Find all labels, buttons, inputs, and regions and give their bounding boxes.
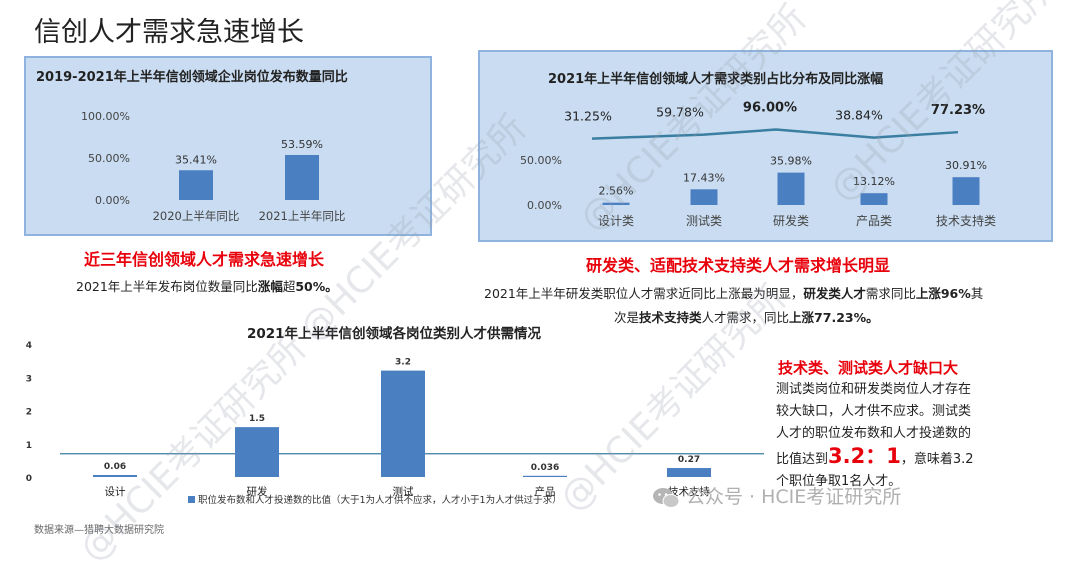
line-data-label: 38.84% [835,108,883,123]
data-label: 0.036 [531,463,559,473]
data-label: 0.06 [104,462,126,472]
y-tick-label: 0.00% [527,199,562,212]
bar-data-label: 13.12% [853,175,895,188]
bar [860,193,888,205]
x-tick-label: 产品 [535,485,556,498]
bar [235,427,279,477]
supply-demand-bar-chart: 2021年上半年信创领域各岗位类别人才供需情况 0 1 2 3 4 0.06 设计 1.5 研发 3… [26,325,764,506]
ratio-highlight: 3.2：1 [828,444,901,468]
bar [602,202,630,205]
yoy-chart-panel: 2019-2021年上半年信创领域企业岗位发布数量同比 0.00% 50.00% 1… [24,56,432,236]
wechat-label: 公众号 · HCIE考证研究所 [652,482,901,509]
data-label: 1.5 [249,414,265,424]
x-tick-label: 研发 [247,485,268,498]
data-label: 0.27 [678,455,700,465]
x-tick-label: 设计类 [598,214,634,228]
right-headline: 研发类、适配技术支持类人才需求增长明显 [586,256,891,275]
bar-data-label: 17.43% [683,171,725,184]
data-label: 3.2 [395,358,411,368]
y-tick-label: 4 [26,341,32,351]
x-tick-label: 技术支持 [668,485,710,498]
x-tick-label: 测试 [393,485,414,498]
line-data-label: 96.00% [743,101,797,116]
y-tick-label: 100.00% [81,110,130,123]
line-data-label: 31.25% [564,109,612,124]
x-tick-label: 2020上半年同比 [153,209,240,223]
data-label: 35.41% [175,153,217,166]
line-data-label: 59.78% [656,105,704,120]
yoy-bar-chart: 0.00% 50.00% 100.00% 35.41% 2020上半年同比 53.59% 2… [81,110,346,223]
bar [285,154,319,200]
x-tick-label: 产品类 [856,214,892,228]
side-title: 技术类、测试类人才缺口大 [778,359,959,377]
bar-data-label: 30.91% [945,159,987,172]
x-tick-label: 研发类 [773,213,809,228]
y-tick-label: 1 [26,441,32,451]
bar [93,475,137,477]
bar [690,189,718,205]
bar [523,475,567,477]
y-tick-label: 0 [26,474,32,484]
bar-data-label: 2.56% [599,185,634,198]
right-caption-line1: 2021年上半年研发类职位人才需求近同比上涨最为明显，研发类人才需求同比上涨96… [484,286,984,301]
legend-swatch [188,496,195,503]
legend-label: 职位发布数和人才投递数的比值（大于1为人才供不应求，人才小于1为人才供过于求） [198,494,562,506]
y-tick-label: 2 [26,408,32,418]
left-headline: 近三年信创领域人才需求急速增长 [84,250,325,269]
y-tick-label: 50.00% [520,154,562,167]
x-tick-label: 技术支持类 [936,213,996,228]
category-bar-line-chart: 50.00% 0.00% 2.56% 设计类 17.43% 测试类 35.98% 研发类 13.… [520,101,996,228]
chart-title: 2021年上半年信创领域各岗位类别人才供需情况 [247,325,542,342]
x-tick-label: 2021上半年同比 [259,209,346,223]
category-chart-panel: 2021年上半年信创领域人才需求类别占比分布及同比涨幅 50.00% 0.00% 2… [478,50,1053,242]
bar [777,172,805,205]
wechat-icon [653,487,680,508]
y-tick-label: 0.00% [95,194,130,207]
right-caption-line2: 次是技术支持类人才需求，同比上涨77.23%。 [614,310,879,325]
side-text: 测试类岗位和研发类岗位人才存在较大缺口，人才供不应求。测试类人才的职位发布数和人… [776,382,974,489]
y-tick-label: 3 [26,374,32,384]
x-tick-label: 设计 [105,485,126,498]
bar [381,370,425,477]
page-title: 信创人才需求急速增长 [34,17,304,48]
y-tick-label: 50.00% [88,152,130,165]
data-label: 53.59% [281,138,323,151]
line-data-label: 77.23% [931,103,985,118]
category-chart-title: 2021年上半年信创领域人才需求类别占比分布及同比涨幅 [548,72,884,87]
left-caption: 2021年上半年发布岗位数量同比涨幅超50%。 [76,279,338,294]
bar [667,468,711,477]
data-source: 数据来源—猎聘大数据研究院 [34,525,164,536]
x-tick-label: 测试类 [686,213,722,228]
growth-line [591,128,959,140]
bar-data-label: 35.98% [770,155,812,168]
yoy-chart-title: 2019-2021年上半年信创领域企业岗位发布数量同比 [36,70,348,85]
bar [952,177,980,205]
bar [179,170,213,200]
